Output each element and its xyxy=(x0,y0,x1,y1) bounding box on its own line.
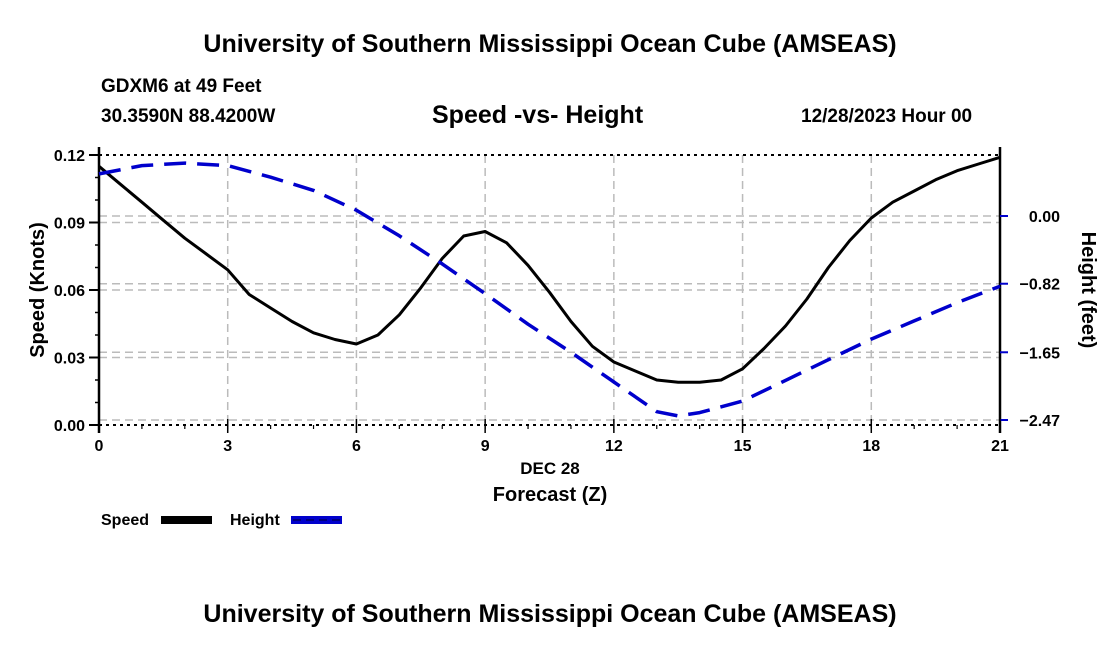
y2-tick-label: −0.82 xyxy=(1020,277,1061,294)
x-tick-label: 0 xyxy=(95,438,104,455)
y-tick-label: 0.06 xyxy=(54,283,85,300)
x-tick-label: 12 xyxy=(605,438,623,455)
x-tick-label: 3 xyxy=(223,438,232,455)
y-tick-label: 0.03 xyxy=(54,351,85,368)
y-tick-label: 0.12 xyxy=(54,148,85,165)
series-speed-line xyxy=(98,155,1001,384)
y-tick-label: 0.09 xyxy=(54,216,85,233)
x-axis-date-label: DEC 28 xyxy=(520,459,580,478)
x-tick-label: 9 xyxy=(481,438,490,455)
legend-swatch-height xyxy=(291,516,342,524)
bottom-title: University of Southern Mississippi Ocean… xyxy=(203,600,897,628)
series-height-line xyxy=(98,161,1001,418)
x-tick-label: 6 xyxy=(352,438,361,455)
axes: 0.00 0.03 0.06 0.09 0.12 0.00 −0.82 −1.65 −2.47 0… xyxy=(27,148,1099,506)
grid xyxy=(99,155,1000,425)
station-label: GDXM6 at 49 Feet xyxy=(101,76,262,97)
legend-label-speed: Speed xyxy=(101,512,149,529)
legend-swatch-speed xyxy=(161,516,212,524)
y-axis-title: Speed (Knots) xyxy=(27,222,49,358)
legend: Speed Height xyxy=(101,512,342,529)
y2-tick-label: −1.65 xyxy=(1020,345,1061,362)
legend-label-height: Height xyxy=(230,512,280,529)
coordinates-label: 30.3590N 88.4200W xyxy=(101,106,276,127)
x-tick-label: 21 xyxy=(991,438,1009,455)
y2-tick-label: −2.47 xyxy=(1020,413,1061,430)
y-tick-label: 0.00 xyxy=(54,418,85,435)
y2-axis-title: Height (feet) xyxy=(1077,232,1099,349)
main-title: University of Southern Mississippi Ocean… xyxy=(203,30,897,58)
x-tick-label: 15 xyxy=(734,438,752,455)
forecast-datetime: 12/28/2023 Hour 00 xyxy=(801,106,973,127)
y2-tick-label: 0.00 xyxy=(1029,209,1060,226)
series-layer xyxy=(98,155,1001,418)
x-tick-label: 18 xyxy=(862,438,880,455)
x-axis-title: Forecast (Z) xyxy=(493,484,607,506)
chart-title: Speed -vs- Height xyxy=(432,101,644,129)
